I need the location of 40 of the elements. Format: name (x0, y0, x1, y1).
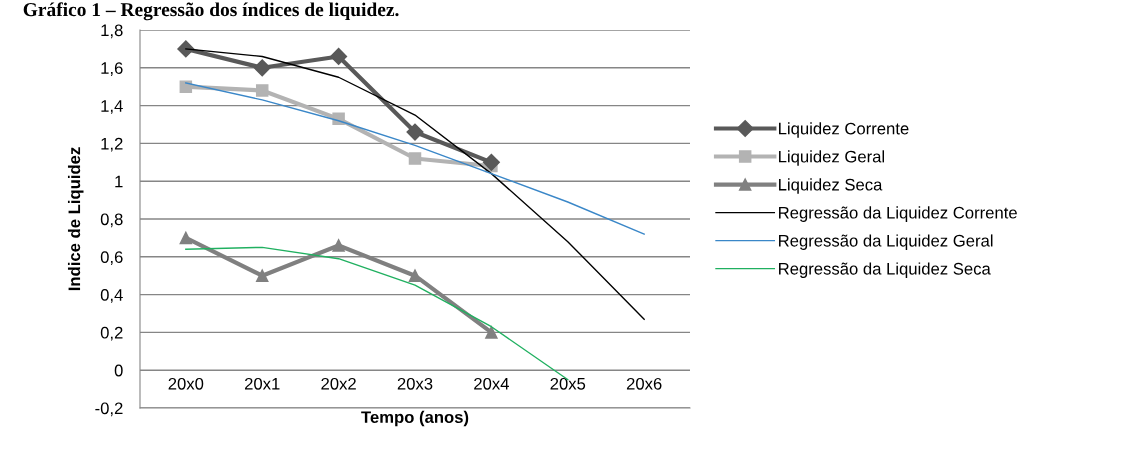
point (408, 269, 422, 282)
x-tick-label: 20x2 (321, 377, 356, 390)
point (332, 239, 345, 252)
y-tick-label: 0,4 (100, 289, 123, 303)
legend-label: Liquidez Seca (779, 178, 883, 194)
x-tick-label: 20x1 (244, 377, 280, 390)
y-tick-label: 0,8 (100, 213, 123, 228)
y-tick-label: 1 (115, 175, 123, 188)
x-tick-label: 20x5 (550, 377, 586, 390)
x-axis-title: Tempo (anos) (361, 410, 469, 427)
y-tick-label: 0,2 (100, 326, 123, 341)
point (255, 269, 269, 282)
legend-label: Regressão da Liquidez Corrente (779, 206, 1017, 222)
point (255, 84, 269, 97)
y-tick-label: 0 (114, 364, 123, 377)
y-tick-label: 1,6 (101, 62, 123, 76)
point (179, 231, 193, 245)
x-tick-label: 20x3 (397, 377, 433, 390)
y-tick-label: 0,6 (100, 251, 123, 265)
legend-label: Liquidez Corrente (779, 122, 909, 138)
point (253, 59, 271, 77)
x-tick-label: 20x6 (626, 377, 662, 390)
point (482, 153, 500, 171)
y-tick-label: 1,2 (101, 137, 123, 152)
legend-label: Regressão da Liquidez Seca (779, 262, 991, 278)
x-tick-label: 20x0 (168, 377, 204, 390)
point (406, 123, 424, 141)
point (485, 326, 498, 339)
y-axis-title: Indice de Liquidez (67, 147, 84, 291)
y-tick-label: 1,4 (101, 100, 123, 114)
point (330, 47, 348, 66)
legend-label: Regressão da Liquidez Geral (779, 234, 993, 250)
point (408, 152, 422, 165)
legend-label: Liquidez Geral (779, 150, 885, 166)
y-tick-label: 1,8 (101, 24, 123, 39)
x-tick-label: 20x4 (474, 377, 509, 390)
y-tick-label: -0,2 (95, 402, 123, 417)
point (179, 80, 193, 93)
point (177, 40, 195, 58)
chart-title: Gráfico 1 – Regressão dos índices de liquidez. (23, 2, 399, 21)
